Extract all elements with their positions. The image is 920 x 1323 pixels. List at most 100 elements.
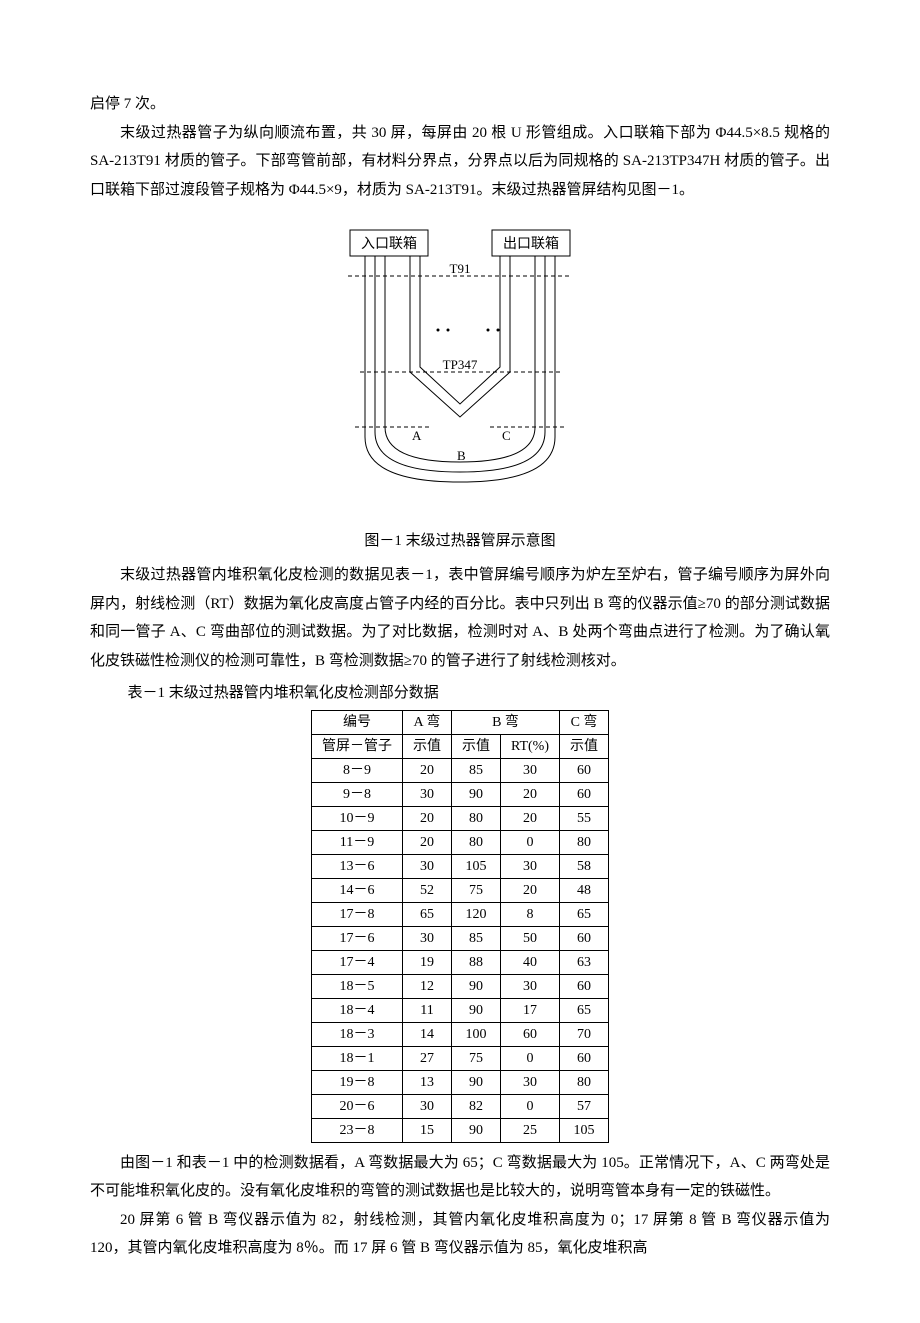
table-row: 17－865120865 bbox=[311, 902, 608, 926]
table-cell: 8－9 bbox=[311, 758, 402, 782]
table-cell: 13 bbox=[402, 1070, 451, 1094]
table-cell: 20 bbox=[402, 758, 451, 782]
table-cell: 20 bbox=[402, 830, 451, 854]
table-cell: 19－8 bbox=[311, 1070, 402, 1094]
table-row: 14－652752048 bbox=[311, 878, 608, 902]
table-cell: 23－8 bbox=[311, 1118, 402, 1142]
table-cell: 105 bbox=[560, 1118, 609, 1142]
table-row: 23－8159025105 bbox=[311, 1118, 608, 1142]
table-cell: 85 bbox=[451, 926, 500, 950]
col-sub-b-rt: RT(%) bbox=[500, 734, 559, 758]
table-cell: 17 bbox=[500, 998, 559, 1022]
table-cell: 30 bbox=[500, 758, 559, 782]
table-cell: 19 bbox=[402, 950, 451, 974]
point-c-label: C bbox=[502, 428, 511, 443]
table-row: 11－92080080 bbox=[311, 830, 608, 854]
table-cell: 27 bbox=[402, 1046, 451, 1070]
table-row: 10－920802055 bbox=[311, 806, 608, 830]
table-cell: 25 bbox=[500, 1118, 559, 1142]
table-cell: 90 bbox=[451, 998, 500, 1022]
table-cell: 0 bbox=[500, 1046, 559, 1070]
table-cell: 63 bbox=[560, 950, 609, 974]
col-sub-c-val: 示值 bbox=[560, 734, 609, 758]
table-cell: 8 bbox=[500, 902, 559, 926]
table-row: 13－6301053058 bbox=[311, 854, 608, 878]
table-cell: 52 bbox=[402, 878, 451, 902]
figure-1-caption: 图－1 末级过热器管屏示意图 bbox=[90, 527, 830, 556]
table-cell: 90 bbox=[451, 782, 500, 806]
table-header-row-2: 管屏－管子 示值 示值 RT(%) 示值 bbox=[311, 734, 608, 758]
point-a-label: A bbox=[412, 428, 422, 443]
table-cell: 0 bbox=[500, 830, 559, 854]
table-cell: 20 bbox=[500, 878, 559, 902]
table-cell: 90 bbox=[451, 1070, 500, 1094]
table-cell: 9－8 bbox=[311, 782, 402, 806]
table-cell: 60 bbox=[560, 782, 609, 806]
table-cell: 18－1 bbox=[311, 1046, 402, 1070]
table-cell: 75 bbox=[451, 878, 500, 902]
table-cell: 58 bbox=[560, 854, 609, 878]
table-row: 18－411901765 bbox=[311, 998, 608, 1022]
table-cell: 20－6 bbox=[311, 1094, 402, 1118]
table-cell: 11－9 bbox=[311, 830, 402, 854]
table-row: 18－512903060 bbox=[311, 974, 608, 998]
t91-label: T91 bbox=[450, 261, 471, 276]
table-header-row-1: 编号 A 弯 B 弯 C 弯 bbox=[311, 710, 608, 734]
oxide-scale-data-table: 编号 A 弯 B 弯 C 弯 管屏－管子 示值 示值 RT(%) 示值 8－92… bbox=[311, 710, 609, 1143]
table-cell: 13－6 bbox=[311, 854, 402, 878]
col-a-header: A 弯 bbox=[402, 710, 451, 734]
paragraph-mid-1: 末级过热器管内堆积氧化皮检测的数据见表－1，表中管屏编号顺序为炉左至炉右，管子编… bbox=[90, 561, 830, 675]
paragraph-intro-1: 启停 7 次。 bbox=[90, 90, 830, 119]
table-cell: 14－6 bbox=[311, 878, 402, 902]
tp347-label: TP347 bbox=[443, 357, 478, 372]
table-cell: 105 bbox=[451, 854, 500, 878]
table-cell: 82 bbox=[451, 1094, 500, 1118]
table-cell: 100 bbox=[451, 1022, 500, 1046]
table-cell: 88 bbox=[451, 950, 500, 974]
table-cell: 17－6 bbox=[311, 926, 402, 950]
table-cell: 55 bbox=[560, 806, 609, 830]
table-row: 17－630855060 bbox=[311, 926, 608, 950]
table-cell: 18－5 bbox=[311, 974, 402, 998]
table-cell: 30 bbox=[402, 926, 451, 950]
table-cell: 30 bbox=[402, 782, 451, 806]
table-cell: 50 bbox=[500, 926, 559, 950]
superheater-diagram: 入口联箱 出口联箱 T91 TP347 A bbox=[310, 222, 610, 512]
inlet-header-label: 入口联箱 bbox=[361, 236, 417, 252]
outlet-header-label: 出口联箱 bbox=[503, 236, 559, 252]
table-cell: 30 bbox=[402, 1094, 451, 1118]
table-cell: 20 bbox=[500, 806, 559, 830]
table-1-caption: 表－1 末级过热器管内堆积氧化皮检测部分数据 bbox=[90, 679, 830, 708]
table-cell: 75 bbox=[451, 1046, 500, 1070]
col-sub-id: 管屏－管子 bbox=[311, 734, 402, 758]
table-cell: 60 bbox=[560, 1046, 609, 1070]
table-cell: 80 bbox=[560, 830, 609, 854]
table-cell: 60 bbox=[500, 1022, 559, 1046]
col-sub-b-val: 示值 bbox=[451, 734, 500, 758]
table-cell: 60 bbox=[560, 758, 609, 782]
table-cell: 60 bbox=[560, 926, 609, 950]
table-cell: 15 bbox=[402, 1118, 451, 1142]
table-row: 18－3141006070 bbox=[311, 1022, 608, 1046]
table-cell: 65 bbox=[402, 902, 451, 926]
table-cell: 0 bbox=[500, 1094, 559, 1118]
table-row: 8－920853060 bbox=[311, 758, 608, 782]
table-row: 20－63082057 bbox=[311, 1094, 608, 1118]
table-cell: 20 bbox=[500, 782, 559, 806]
table-row: 18－12775060 bbox=[311, 1046, 608, 1070]
table-cell: 20 bbox=[402, 806, 451, 830]
col-id-header: 编号 bbox=[311, 710, 402, 734]
paragraph-outro-2: 20 屏第 6 管 B 弯仪器示值为 82，射线检测，其管内氧化皮堆积高度为 0… bbox=[90, 1206, 830, 1263]
table-cell: 65 bbox=[560, 902, 609, 926]
table-cell: 30 bbox=[500, 1070, 559, 1094]
table-cell: 60 bbox=[560, 974, 609, 998]
point-b-label: B bbox=[457, 448, 466, 463]
table-row: 9－830902060 bbox=[311, 782, 608, 806]
table-cell: 18－3 bbox=[311, 1022, 402, 1046]
table-cell: 14 bbox=[402, 1022, 451, 1046]
table-cell: 40 bbox=[500, 950, 559, 974]
table-cell: 10－9 bbox=[311, 806, 402, 830]
table-cell: 17－4 bbox=[311, 950, 402, 974]
table-cell: 30 bbox=[500, 974, 559, 998]
col-b-header: B 弯 bbox=[451, 710, 559, 734]
